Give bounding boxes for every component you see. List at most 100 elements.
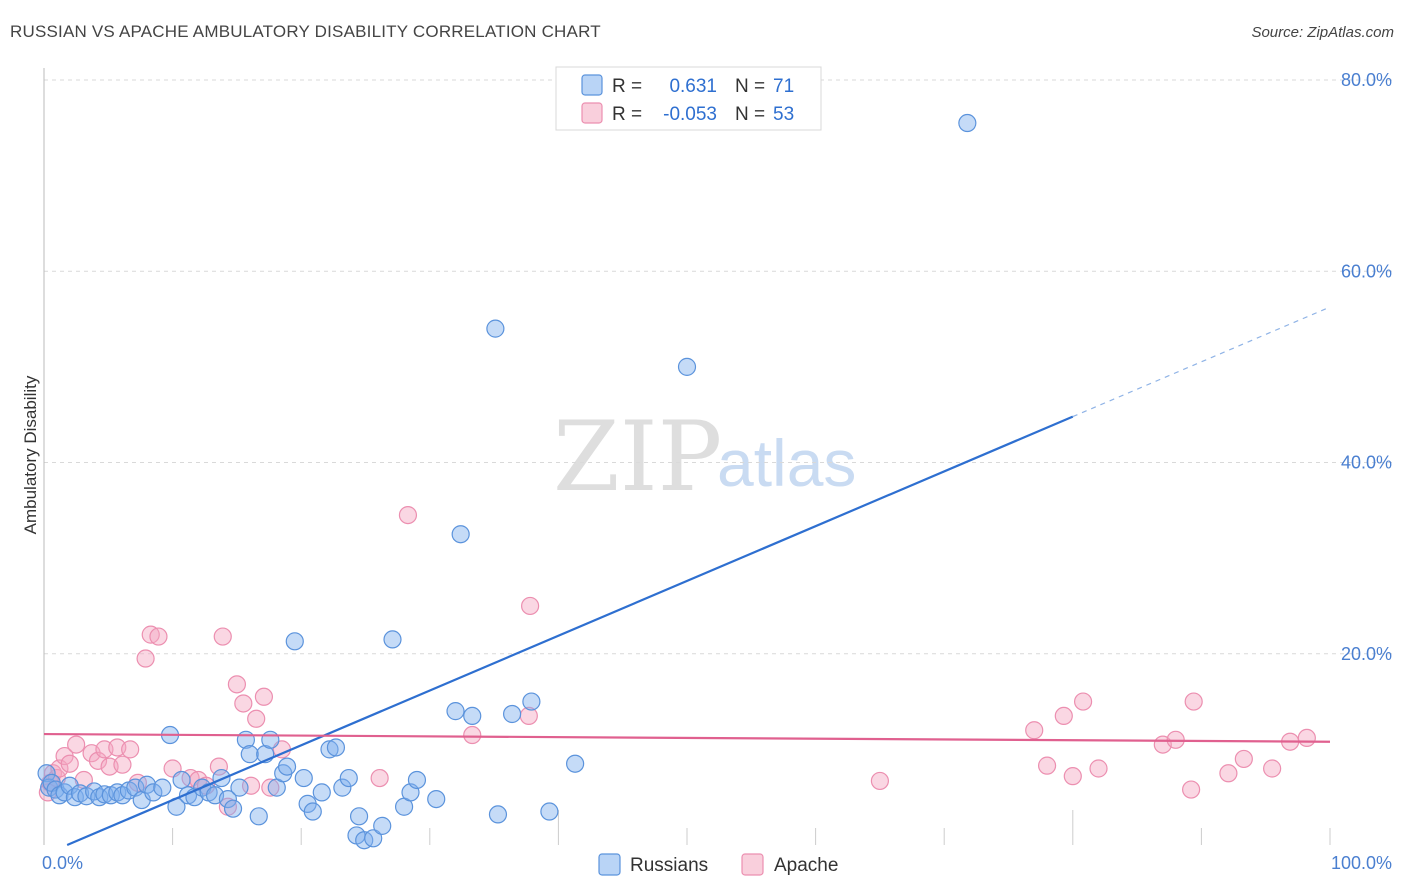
russian-point: [503, 704, 522, 724]
x-tick-label: 0.0%: [42, 853, 83, 873]
russians-trend-extension: [1072, 306, 1331, 418]
legend-swatch-apache: [581, 102, 603, 124]
russian-point: [230, 778, 249, 797]
russian-point: [320, 740, 339, 759]
russian-point: [383, 630, 402, 649]
watermark-zip: ZIP: [553, 401, 722, 513]
apache-point: [1297, 728, 1316, 748]
legend-r-value-russians: 0.631: [669, 76, 717, 97]
series-legend-label-russians: Russians: [630, 855, 708, 876]
apache-point: [1263, 759, 1282, 778]
gridlines: [44, 79, 1392, 655]
russian-point: [261, 730, 280, 749]
y-tick-label: 80.0%: [1341, 70, 1392, 90]
apache-point: [247, 709, 266, 728]
russian-point: [277, 757, 297, 776]
russian-point: [373, 816, 392, 835]
russian-point: [294, 768, 313, 788]
apache-point: [463, 725, 482, 745]
russians-trend-line: [66, 415, 1074, 847]
russian-point: [566, 754, 585, 773]
russian-point: [451, 525, 470, 544]
russian-point: [249, 807, 268, 826]
apache-point: [88, 751, 108, 770]
apache-point: [398, 505, 418, 525]
apache-point: [1089, 759, 1108, 778]
y-tick-label: 60.0%: [1341, 261, 1392, 281]
apache-point: [1073, 692, 1093, 711]
russian-point: [339, 768, 358, 788]
russian-point: [488, 805, 508, 824]
legend-r-label-russians: R =: [612, 76, 642, 97]
apache-point: [1037, 756, 1057, 775]
legend-r-label-apache: R =: [612, 104, 642, 125]
x-tick-label: 100.0%: [1331, 853, 1392, 873]
russian-point: [153, 778, 172, 797]
russian-point: [144, 783, 163, 802]
apache-points: [38, 505, 1316, 816]
chart-title: RUSSIAN VS APACHE AMBULATORY DISABILITY …: [10, 22, 601, 41]
russian-point: [60, 776, 79, 795]
apache-point: [213, 627, 232, 646]
russian-point: [333, 778, 352, 797]
russian-point: [540, 802, 559, 821]
legend-n-value-russians: 71: [773, 76, 794, 97]
apache-trend-line: [43, 732, 1331, 743]
apache-point: [67, 735, 86, 754]
apache-point: [1184, 692, 1203, 711]
russian-point: [446, 702, 465, 721]
apache-point: [234, 694, 253, 713]
russian-point: [355, 831, 374, 850]
russian-point: [407, 770, 427, 790]
apache-point: [261, 778, 280, 797]
apache-point: [136, 649, 155, 668]
apache-point: [1054, 706, 1073, 726]
russian-point: [218, 789, 237, 809]
apache-point: [209, 757, 228, 776]
russian-point: [349, 807, 369, 826]
apache-point: [370, 768, 389, 788]
apache-point: [149, 627, 168, 646]
y-tick-labels: 20.0% 40.0% 60.0% 80.0%: [1341, 70, 1392, 664]
russian-point: [303, 802, 322, 821]
russian-point: [312, 783, 331, 802]
russian-point: [463, 706, 482, 726]
legend-n-label-russians: N =: [735, 76, 765, 97]
source-label: Source: ZipAtlas.com: [1251, 24, 1394, 41]
apache-point: [1219, 764, 1238, 783]
series-legend: Russians Apache: [598, 853, 838, 876]
russian-point: [522, 692, 541, 711]
russian-point: [326, 738, 346, 757]
apache-point: [227, 675, 246, 694]
axes: [43, 68, 1331, 845]
apache-point: [1025, 721, 1044, 740]
russian-point: [486, 319, 505, 338]
apache-point: [113, 755, 132, 774]
legend-swatch-russians: [581, 74, 603, 96]
legend-r-value-apache: -0.053: [663, 104, 717, 125]
x-tick-labels: 0.0% 100.0%: [42, 853, 1392, 873]
series-legend-label-apache: Apache: [774, 855, 838, 876]
russian-point: [240, 745, 259, 764]
apache-point: [1063, 767, 1082, 786]
russian-point: [958, 113, 977, 133]
apache-point: [241, 776, 261, 795]
y-tick-label: 20.0%: [1341, 644, 1392, 664]
correlation-legend: R = 0.631 N = 71 R = -0.053 N = 53: [555, 66, 822, 131]
trend-lines: [43, 306, 1331, 847]
russian-point: [212, 768, 231, 788]
series-legend-swatch-russians: [598, 853, 621, 876]
apache-point: [1234, 749, 1253, 769]
russian-point: [364, 829, 383, 848]
apache-point: [1182, 780, 1201, 799]
russian-point: [677, 357, 697, 376]
apache-point: [254, 687, 274, 706]
legend-n-value-apache: 53: [773, 104, 794, 125]
russian-point: [108, 783, 127, 802]
apache-point: [870, 771, 890, 791]
russian-point: [90, 788, 109, 807]
apache-point: [121, 740, 140, 759]
russian-point: [37, 764, 56, 783]
series-legend-swatch-apache: [741, 853, 764, 876]
